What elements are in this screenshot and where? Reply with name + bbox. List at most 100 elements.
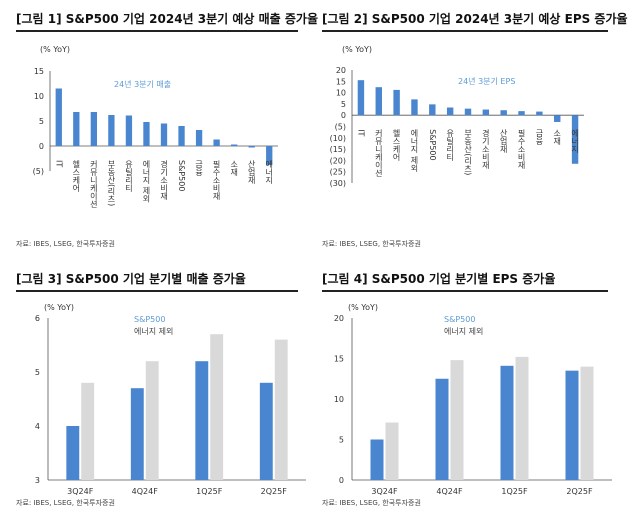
y-tick-label: 0: [341, 111, 346, 120]
bar-chart-sales-by-sector: (% YoY) 15 10 5 0 (5) 24년 3분기 매출 IT 헬스케어 커뮤니케이션 부동…: [33, 45, 278, 208]
chart-title: [그림 4] S&P500 기업 분기별 EPS 증가율: [322, 272, 556, 286]
x-tick-label: 유틸리티: [124, 160, 133, 193]
chart-annotation: 24년 3분기 매출: [114, 79, 171, 89]
bar-4Q24F-ex-energy: [145, 361, 159, 480]
x-tick-label: 2Q25F: [261, 487, 288, 496]
bar-에너지: [571, 115, 579, 164]
legend-label: S&P500: [134, 315, 165, 324]
y-tick-label: 15: [336, 77, 346, 86]
bar-에너지 제외: [411, 99, 418, 116]
title-underline: [16, 30, 298, 32]
bar-커뮤니케이션: [90, 112, 98, 146]
bar-필수소비재: [213, 139, 220, 146]
x-tick-label: 산업재: [499, 128, 508, 154]
x-tick-label: 경기소비재: [481, 128, 490, 170]
x-tick-label: 4Q24F: [436, 487, 463, 496]
source-note: 자료: IBES, LSEG, 한국투자증권: [16, 499, 115, 507]
y-tick-label: 10: [336, 89, 346, 98]
bar-1Q25F-sp500: [195, 361, 209, 480]
bar-3Q24F-sp500: [66, 426, 80, 480]
x-tick-label: S&P500: [177, 160, 186, 191]
y-tick-label: 3: [35, 476, 40, 485]
legend-label: S&P500: [444, 315, 475, 324]
bar-4Q24F-ex-energy: [450, 360, 464, 480]
y-tick-label: 10: [334, 395, 344, 404]
bar-헬스케어: [73, 112, 80, 146]
title-underline: [322, 30, 608, 32]
bar-커뮤니케이션: [375, 87, 382, 116]
chart-title: [그림 1] S&P500 기업 2024년 3분기 예상 매출 증가율: [16, 12, 319, 26]
y-tick-label: 20: [334, 314, 344, 323]
y-tick-label: (5): [335, 123, 346, 132]
x-tick-label: 부동산(리츠): [463, 129, 472, 175]
y-tick-label: (5): [33, 167, 44, 176]
legend-label: 에너지 제외: [444, 326, 483, 336]
y-tick-label: 4: [35, 422, 40, 431]
bar-2Q25F-ex-energy: [274, 339, 288, 480]
x-tick-label: 커뮤니케이션: [89, 160, 98, 208]
bar-소재: [230, 144, 238, 146]
x-tick-label: 3Q24F: [371, 487, 398, 496]
x-tick-label: 1Q25F: [501, 487, 528, 496]
bar-chart-quarterly-eps: (% YoY) 0 5 10 15 20 S&P500 에너지 제외 3Q24F 4Q24F 1Q2…: [334, 303, 612, 496]
chart-panel-1: [그림 1] S&P500 기업 2024년 3분기 예상 매출 증가율 (% …: [16, 10, 318, 250]
bar-1Q25F-sp500: [500, 365, 514, 480]
x-tick-label: 에너지: [265, 160, 274, 185]
title-underline: [322, 290, 608, 292]
y-tick-label: (10): [330, 134, 346, 143]
bar-S&P500: [178, 126, 185, 146]
chart-title: [그림 3] S&P500 기업 분기별 매출 증가율: [16, 272, 246, 286]
legend-label: 에너지 제외: [134, 326, 173, 336]
x-tick-label: 헬스케어: [72, 159, 81, 193]
x-tick-label: 산업재: [247, 159, 256, 185]
y-tick-label: (30): [330, 179, 346, 188]
bar-1Q25F-ex-energy: [515, 356, 529, 480]
y-unit-label: (% YoY): [348, 303, 378, 312]
y-tick-label: 5: [35, 368, 40, 377]
y-tick-label: (20): [330, 156, 346, 165]
bar-1Q25F-ex-energy: [210, 334, 224, 480]
bar-chart-eps-by-sector: (% YoY) 20 15 10 5 0 (5) (10) (15) (20) (25) (30) 24…: [330, 45, 584, 188]
chart-panel-3: [그림 3] S&P500 기업 분기별 매출 증가율 (% YoY) 3 4 5 6 S…: [16, 270, 306, 515]
title-underline: [16, 290, 298, 292]
bar-헬스케어: [393, 89, 400, 116]
x-tick-label: 1Q25F: [196, 487, 223, 496]
bar-부동산(리츠): [108, 115, 115, 146]
x-tick-label: 헬스케어: [392, 128, 401, 162]
bar-금융: [536, 111, 543, 116]
x-tick-label: 필수소비재: [212, 159, 221, 201]
bar-3Q24F-sp500: [370, 439, 384, 480]
x-tick-label: 3Q24F: [67, 487, 94, 496]
y-tick-label: 10: [34, 92, 44, 101]
x-tick-label: S&P500: [428, 129, 437, 160]
bar-경기소비재: [160, 123, 168, 146]
y-tick-label: (15): [330, 145, 346, 154]
x-tick-label: IT: [54, 160, 63, 167]
y-tick-label: 0: [339, 476, 344, 485]
y-tick-label: 5: [341, 100, 346, 109]
bar-3Q24F-ex-energy: [385, 422, 399, 480]
chart-annotation: 24년 3분기 EPS: [458, 76, 515, 86]
bar-부동산(리츠): [464, 108, 472, 116]
y-tick-label: 5: [339, 436, 344, 445]
y-tick-label: 15: [34, 67, 44, 76]
bar-유틸리티: [125, 115, 133, 146]
bar-산업재: [248, 146, 255, 148]
chart-panel-2: [그림 2] S&P500 기업 2024년 3분기 예상 EPS 증가율 (%…: [322, 10, 628, 250]
x-tick-label: IT: [356, 129, 365, 136]
x-tick-label: 경기소비재: [160, 159, 169, 201]
y-tick-label: 5: [39, 117, 44, 126]
x-tick-label: 금융: [535, 129, 544, 145]
source-note: 자료: IBES, LSEG, 한국투자증권: [16, 240, 115, 248]
x-tick-label: 에너지 제외: [410, 129, 419, 173]
bar-유틸리티: [446, 107, 454, 116]
chart-title: [그림 2] S&P500 기업 2024년 3분기 예상 EPS 증가율: [322, 12, 628, 26]
x-tick-label: 소재: [553, 129, 562, 146]
y-tick-label: (25): [330, 168, 346, 177]
bar-필수소비재: [518, 111, 525, 116]
x-tick-label: 4Q24F: [132, 487, 159, 496]
bar-경기소비재: [482, 109, 490, 116]
y-unit-label: (% YoY): [342, 45, 372, 54]
x-tick-label: 부동산(리츠): [107, 160, 116, 206]
bar-2Q25F-sp500: [259, 382, 273, 480]
